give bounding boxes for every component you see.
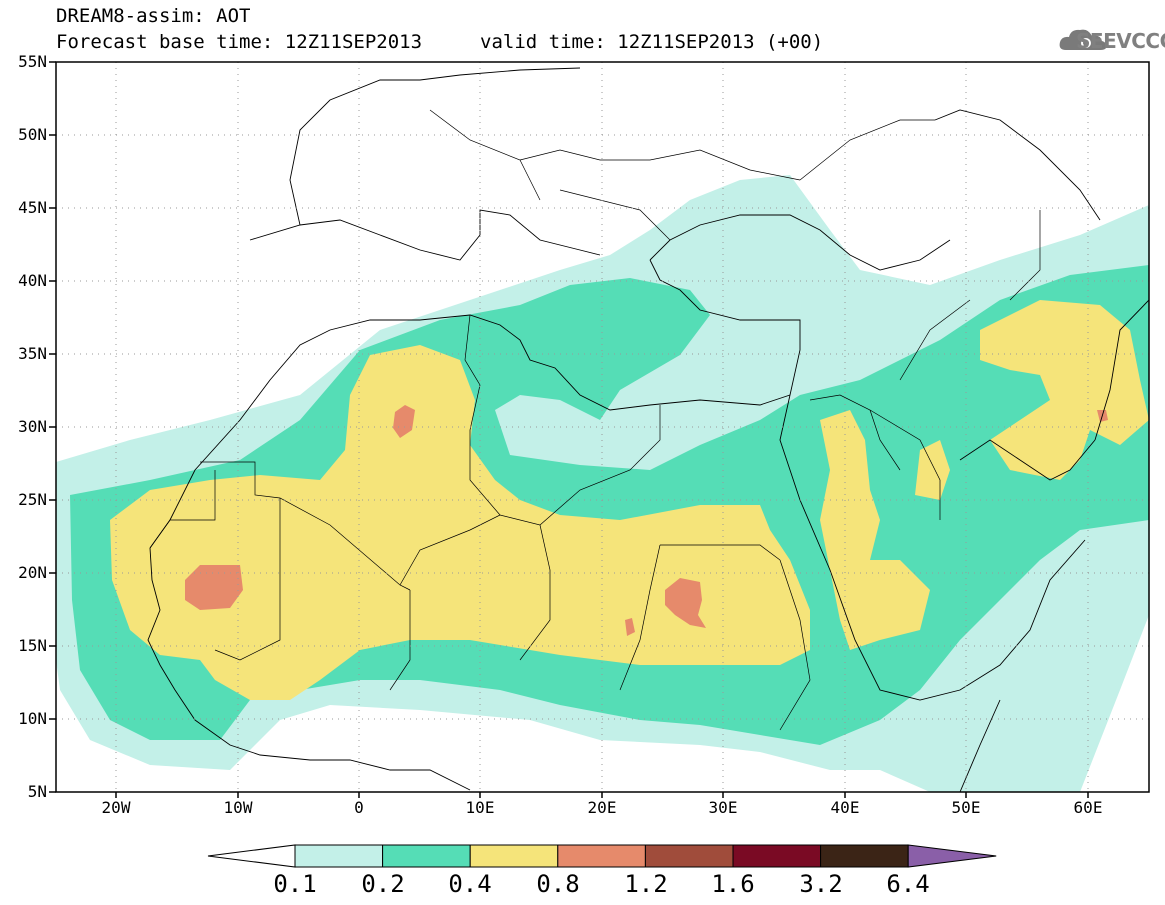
- lon-label: 20W: [101, 798, 131, 817]
- lat-label: 5N: [27, 782, 47, 801]
- lon-label: 40E: [830, 798, 860, 817]
- cloud-logo-icon: [1059, 29, 1107, 50]
- aot-band-0.4: [110, 345, 810, 700]
- lon-label: 0: [354, 798, 364, 817]
- lon-label: 10E: [465, 798, 495, 817]
- aot-field: [56, 175, 1149, 792]
- aot-map: [49, 61, 1150, 798]
- legend-label: 6.4: [886, 870, 930, 898]
- legend-label: 0.1: [273, 870, 317, 898]
- lat-label: 50N: [18, 125, 47, 144]
- legend-label: 0.8: [536, 870, 580, 898]
- legend-label: 0.2: [361, 870, 405, 898]
- lat-label: 25N: [18, 490, 47, 509]
- lon-label: 30E: [708, 798, 738, 817]
- aot-band-0.4-arabia-west: [820, 410, 930, 650]
- lat-label: 15N: [18, 636, 47, 655]
- coastlines: [147, 67, 1149, 792]
- lat-label: 55N: [18, 52, 47, 71]
- axis-ticks: [49, 61, 1089, 798]
- legend-label: 1.6: [711, 870, 755, 898]
- legend-label: 0.4: [448, 870, 492, 898]
- lat-label: 30N: [18, 417, 47, 436]
- aot-band-0.8-b: [393, 405, 415, 438]
- lon-label: 10W: [223, 798, 253, 817]
- valid-time: valid time: 12Z11SEP2013 (+00): [480, 31, 824, 53]
- logo-text: SEEVCCC: [1076, 29, 1165, 53]
- aot-band-0.8-a: [185, 565, 243, 610]
- lat-label: 45N: [18, 198, 47, 217]
- legend-label: 1.2: [624, 870, 668, 898]
- aot-band-0.8-d: [625, 618, 635, 636]
- lat-label: 35N: [18, 344, 47, 363]
- lon-label: 60E: [1073, 798, 1103, 817]
- lat-label: 40N: [18, 271, 47, 290]
- map-title: DREAM8-assim: AOT: [56, 5, 251, 27]
- lat-label: 20N: [18, 563, 47, 582]
- forecast-base-time: Forecast base time: 12Z11SEP2013: [56, 31, 423, 53]
- lon-label: 50E: [951, 798, 981, 817]
- aot-band-0.4-gulf: [915, 440, 950, 500]
- lon-label: 20E: [587, 798, 617, 817]
- graticule: [56, 62, 1149, 792]
- aot-band-0.8-c: [665, 578, 706, 628]
- borders: [149, 109, 1041, 731]
- legend-label: 3.2: [799, 870, 843, 898]
- lat-label: 10N: [18, 709, 47, 728]
- aot-band-0.4-iran: [980, 300, 1149, 480]
